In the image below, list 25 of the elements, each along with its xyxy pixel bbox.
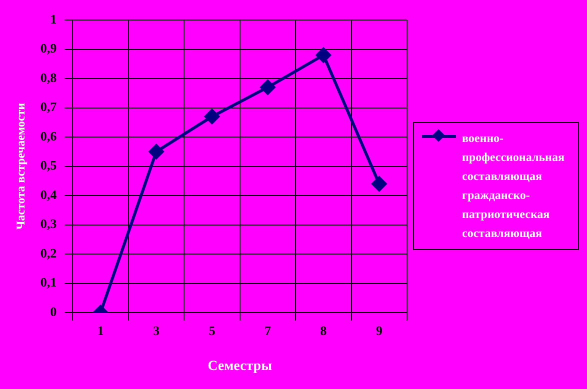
y-axis-title: Частота встречаемости [13,102,28,230]
y-tick-label: 0,4 [40,186,58,202]
legend-label: военно-профессиональная составляющая гражданско-патриотическая составляющая [462,130,564,242]
point [316,48,331,63]
point [260,80,276,95]
x-tick-label: 3 [152,322,160,338]
y-tick-label: 0,1 [40,274,57,290]
point [372,176,387,192]
x-tick-label: 8 [320,322,328,338]
y-tick-label: 0,3 [40,216,58,232]
y-tick-label: 1 [50,11,57,26]
x-tick-label: 5 [208,322,216,338]
y-tick-label: 0,5 [40,158,58,173]
y-tick-label: 0,9 [40,40,58,56]
y-tick-label: 0,2 [40,245,57,260]
y-tick-label: 0,6 [40,128,58,144]
y-tick-label: 0,8 [40,70,58,85]
x-tick-label: 1 [97,322,104,338]
x-tick-label: 9 [376,322,383,338]
x-tick-label: 7 [264,322,272,338]
point [204,109,220,124]
y-tick-label: 0 [50,304,57,319]
point [148,144,164,160]
x-axis-title: Семестры [208,359,272,374]
y-tick-label: 0,7 [40,99,58,114]
